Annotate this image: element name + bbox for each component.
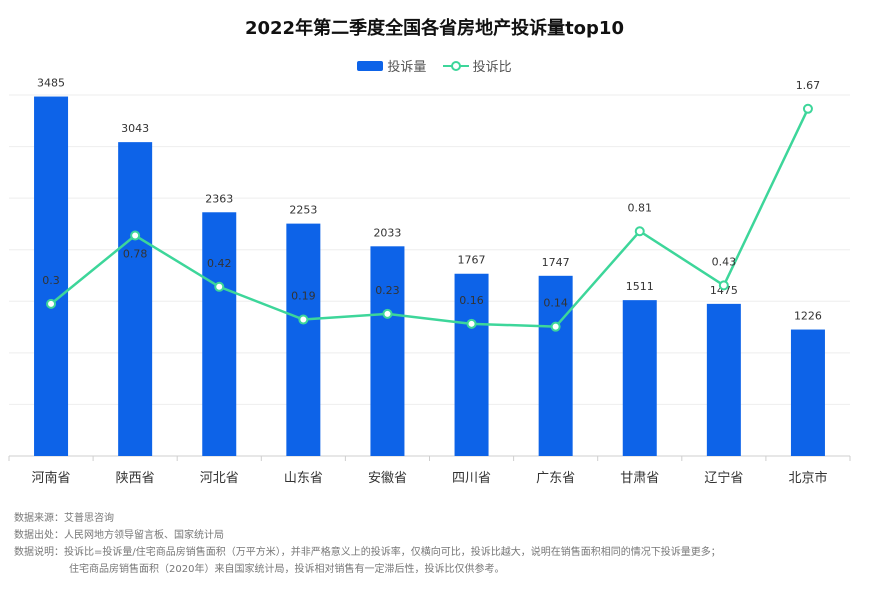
- bar-value-label: 3043: [121, 122, 149, 135]
- chart-plot: 3485 河南省 3043 陕西省 2363 河北省 2253 山东省 2033 安徽省 1767 四…: [8, 77, 851, 486]
- line-value-label: 0.23: [375, 284, 400, 297]
- desc-label: 数据说明：: [14, 547, 64, 558]
- line-value-label: 0.81: [628, 201, 653, 214]
- bar: [202, 212, 237, 456]
- desc-line1: 投诉比=投诉量/住宅商品房销售面积（万平方米），并非严格意义上的投诉率，仅横向可…: [64, 547, 721, 558]
- line-point: [214, 281, 225, 292]
- desc-line2: 住宅商品房销售面积（2020年）来自国家统计局，投诉相对销售有一定滞后性，投诉比…: [69, 564, 505, 575]
- x-tick-label: 河南省: [32, 470, 71, 486]
- line-point: [634, 226, 645, 237]
- bar: [706, 303, 741, 456]
- bar: [118, 142, 153, 456]
- line-value-label: 0.16: [459, 294, 484, 307]
- series-line-ratio: [50, 108, 810, 328]
- line-point: [718, 280, 729, 291]
- legend: 投诉量 投诉比: [0, 56, 869, 75]
- x-tick-label: 河北省: [200, 471, 239, 486]
- x-tick-label: 山东省: [284, 471, 323, 486]
- legend-label-complaints: 投诉量: [387, 60, 427, 75]
- origin-value: 人民网地方领导留言板、国家统计局: [64, 530, 224, 541]
- x-tick-label: 辽宁省: [704, 470, 743, 486]
- source-value: 艾普思咨询: [64, 513, 114, 524]
- bar-value-label: 2253: [289, 204, 317, 217]
- x-tick-label: 广东省: [536, 471, 575, 486]
- bar-value-label: 3485: [37, 77, 65, 90]
- line-value-label: 0.3: [42, 274, 60, 287]
- origin-label: 数据出处：: [14, 530, 64, 541]
- x-tick-label: 四川省: [452, 471, 491, 486]
- bar: [622, 300, 657, 456]
- line-point: [550, 321, 561, 332]
- bar-value-label: 2033: [373, 226, 401, 239]
- line-value-label: 0.78: [123, 248, 148, 261]
- legend-item-complaints[interactable]: 投诉量: [357, 56, 426, 75]
- bar: [538, 275, 573, 456]
- x-tick-label: 安徽省: [368, 471, 407, 486]
- line-value-label: 0.14: [543, 297, 568, 310]
- bar: [370, 246, 405, 456]
- bar: [34, 96, 69, 456]
- line-point: [382, 308, 393, 319]
- legend-label-ratio: 投诉比: [472, 60, 512, 75]
- line-point: [298, 314, 309, 325]
- bar-value-label: 1511: [626, 280, 654, 293]
- x-tick-label: 北京市: [788, 470, 827, 486]
- bar: [286, 223, 321, 456]
- bar: [790, 329, 825, 456]
- bar: [454, 273, 489, 456]
- bar-value-label: 1767: [458, 254, 486, 267]
- legend-bar-swatch: [357, 60, 384, 71]
- line-value-label: 0.19: [291, 290, 316, 303]
- line-point: [130, 230, 141, 241]
- bar-value-label: 1747: [542, 256, 570, 269]
- line-point: [802, 103, 813, 114]
- bar-value-label: 2363: [205, 192, 233, 205]
- source-label: 数据来源：: [14, 513, 64, 524]
- x-tick-label: 甘肃省: [620, 471, 659, 486]
- line-point: [466, 318, 477, 329]
- line-value-label: 0.42: [207, 257, 232, 270]
- line-value-label: 1.67: [796, 79, 821, 92]
- legend-item-ratio[interactable]: 投诉比: [442, 56, 512, 75]
- x-tick-label: 陕西省: [116, 471, 155, 486]
- legend-line-swatch: [442, 60, 469, 71]
- chart-notes: 数据来源： 艾普思咨询 数据出处： 人民网地方领导留言板、国家统计局 数据说明：…: [14, 510, 721, 578]
- line-value-label: 0.43: [712, 255, 737, 268]
- line-point: [46, 298, 57, 309]
- bar-value-label: 1226: [794, 310, 822, 323]
- chart-title: 2022年第二季度全国各省房地产投诉量top10: [244, 18, 624, 39]
